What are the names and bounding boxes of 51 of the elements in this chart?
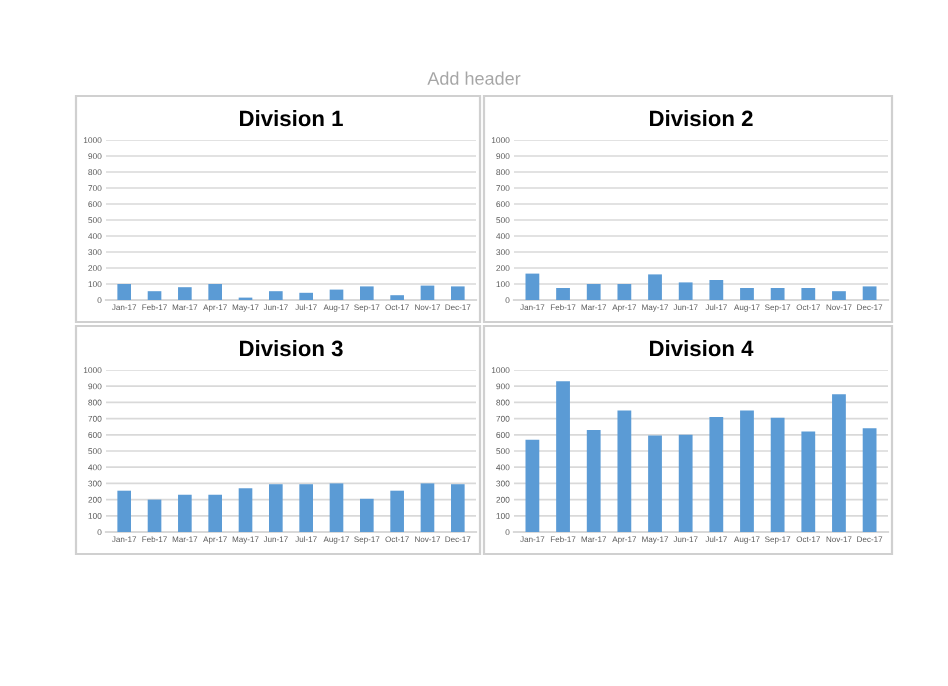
bar [709, 280, 724, 300]
bar [360, 498, 374, 532]
bar [801, 431, 816, 532]
bar [648, 435, 662, 532]
bar [525, 273, 540, 300]
chart-title: Division 3 [240, 340, 343, 357]
bar [208, 494, 222, 532]
bar [420, 285, 435, 300]
bar [390, 490, 404, 532]
bar [770, 417, 785, 532]
bar [420, 483, 435, 532]
bar [269, 484, 283, 532]
bar [117, 284, 132, 300]
bar [147, 291, 162, 300]
bar [299, 292, 313, 300]
bar [117, 490, 132, 532]
bar [617, 284, 632, 300]
bar [238, 488, 253, 532]
bar [832, 291, 846, 300]
chart-title: Division 4 [650, 340, 754, 357]
bar [329, 483, 344, 532]
bar [269, 291, 283, 300]
bar [862, 286, 877, 300]
bar [648, 274, 662, 300]
bar [740, 288, 754, 300]
bar [450, 484, 465, 532]
bar [832, 394, 846, 532]
bar [556, 381, 570, 532]
bar [586, 284, 601, 300]
bar [862, 428, 877, 532]
bar [770, 288, 785, 300]
bar [678, 282, 693, 300]
bar [299, 484, 313, 532]
bar [360, 286, 374, 300]
bar [329, 289, 344, 300]
chart-title: Division 1 [240, 110, 343, 127]
bar [208, 284, 222, 300]
bar [178, 287, 192, 300]
bar [617, 410, 632, 532]
bar [586, 429, 601, 532]
bar [525, 439, 540, 532]
bar [709, 416, 724, 532]
bar [450, 286, 465, 300]
text: Add header [427, 71, 521, 85]
bar [178, 494, 192, 532]
bar [740, 410, 754, 532]
bar [147, 499, 162, 532]
bar [678, 434, 693, 532]
bar [556, 288, 570, 300]
chart-title: Division 2 [650, 110, 753, 127]
bar [801, 288, 816, 300]
